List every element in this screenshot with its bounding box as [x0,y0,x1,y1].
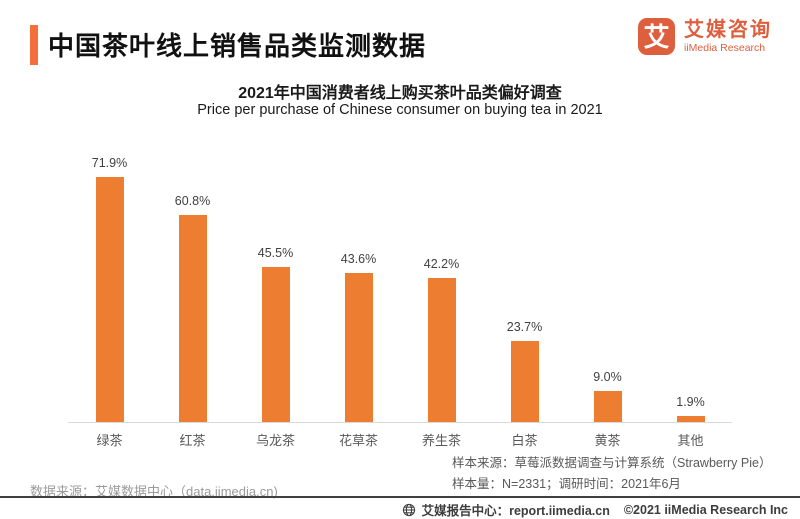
x-axis-label: 乌龙茶 [255,433,295,448]
bar-value-label: 60.8% [174,194,211,208]
title-accent-bar [30,25,38,65]
chart-title: 2021年中国消费者线上购买茶叶品类偏好调查 [238,85,562,102]
bar [593,391,622,422]
x-axis-label: 养生茶 [421,433,461,448]
footer-report-center: 艾媒报告中心：report.iimedia.cn [421,504,610,518]
bar [676,416,705,422]
bar-column-白茶: 23.7% [483,320,566,422]
x-axis-label: 白茶 [511,433,538,448]
bar [178,215,207,422]
logo-name-en: iiMedia Research [684,42,766,54]
sample-size-note: 样本量：N=2331；调研时间：2021年6月 [452,477,681,491]
bar-column-养生茶: 42.2% [400,257,483,422]
iimedia-logo: 艾 艾媒咨询 iiMedia Research [638,18,772,55]
chart-subtitle: Price per purchase of Chinese consumer o… [197,102,603,118]
x-axis-label: 绿茶 [96,433,123,448]
x-axis-label: 其他 [677,433,704,448]
bar [95,177,124,422]
bar-column-黄茶: 9.0% [566,370,649,422]
x-axis-label: 花草茶 [338,433,378,448]
bar-column-绿茶: 71.9% [68,156,151,422]
bar-value-label: 9.0% [593,370,622,384]
x-axis-label: 红茶 [179,433,206,448]
footer-divider [0,496,800,498]
bar-value-label: 42.2% [423,257,460,271]
bar-column-红茶: 60.8% [151,194,234,422]
sample-notes: 样本来源：草莓派数据调查与计算系统（Strawberry Pie） 样本量：N=… [452,453,771,495]
bar-value-label: 1.9% [676,395,705,409]
bar-column-花草茶: 43.6% [317,252,400,422]
x-axis-label: 黄茶 [594,433,621,448]
page-title: 中国茶叶线上销售品类监测数据 [48,31,427,61]
bar [510,341,539,422]
logo-name-cn: 艾媒咨询 [684,19,772,41]
bar-value-label: 45.5% [257,246,294,260]
bar-value-label: 43.6% [340,252,377,266]
bars-row: 71.9% 60.8% 45.5% 43.6% 42.2% 23.7% 9.0% 1.9% [68,140,732,423]
x-axis-labels: 绿茶 红茶 乌龙茶 花草茶 养生茶 白茶 黄茶 其他 [68,430,732,449]
data-source-note: 数据来源：艾媒数据中心（data.iimedia.cn) [30,484,278,499]
footer: 艾媒报告中心：report.iimedia.cn ©2021 iiMedia R… [402,500,788,519]
bar-column-其他: 1.9% [649,395,732,422]
bar-value-label: 71.9% [91,156,128,170]
bar [261,267,290,422]
bar-value-label: 23.7% [506,320,543,334]
bar [427,278,456,422]
footer-copyright: ©2021 iiMedia Research Inc [623,502,788,517]
iimedia-logo-icon: 艾 [638,18,675,55]
sample-source-note: 样本来源：草莓派数据调查与计算系统（Strawberry Pie） [452,456,772,470]
bar [344,273,373,422]
globe-icon [402,503,415,516]
bar-column-乌龙茶: 45.5% [234,246,317,422]
